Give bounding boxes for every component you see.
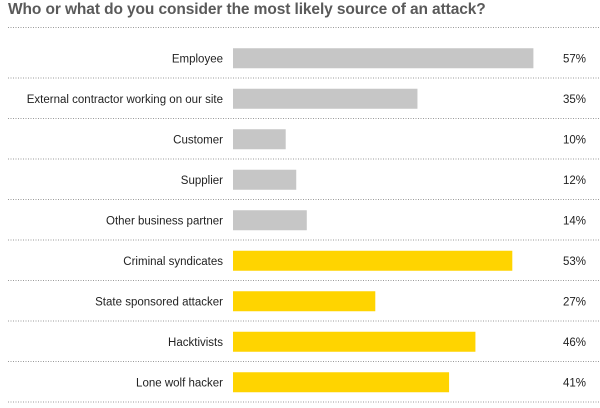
category-label: State sponsored attacker — [95, 296, 223, 308]
chart-title: Who or what do you consider the most lik… — [8, 1, 486, 18]
bar — [233, 291, 376, 312]
bar — [233, 88, 418, 109]
category-label: Hacktivists — [168, 337, 223, 349]
category-label: Employee — [172, 53, 223, 65]
bar — [233, 48, 534, 69]
value-label: 27% — [563, 296, 586, 308]
value-label: 46% — [563, 337, 586, 349]
category-label: Other business partner — [106, 215, 223, 227]
bar — [233, 331, 476, 352]
bar — [233, 169, 297, 190]
value-label: 10% — [563, 134, 586, 146]
bar — [233, 250, 513, 271]
value-label: 53% — [563, 256, 586, 268]
category-label: Lone wolf hacker — [136, 377, 223, 389]
category-label: Customer — [173, 134, 223, 146]
category-label: Supplier — [181, 175, 223, 187]
value-label: 12% — [563, 175, 586, 187]
value-label: 35% — [563, 94, 586, 106]
bar — [233, 210, 307, 231]
value-label: 14% — [563, 215, 586, 227]
category-label: External contractor working on our site — [27, 94, 223, 106]
value-label: 57% — [563, 53, 586, 65]
bar — [233, 129, 286, 150]
category-label: Criminal syndicates — [123, 256, 223, 268]
bar — [233, 372, 450, 393]
value-label: 41% — [563, 377, 586, 389]
